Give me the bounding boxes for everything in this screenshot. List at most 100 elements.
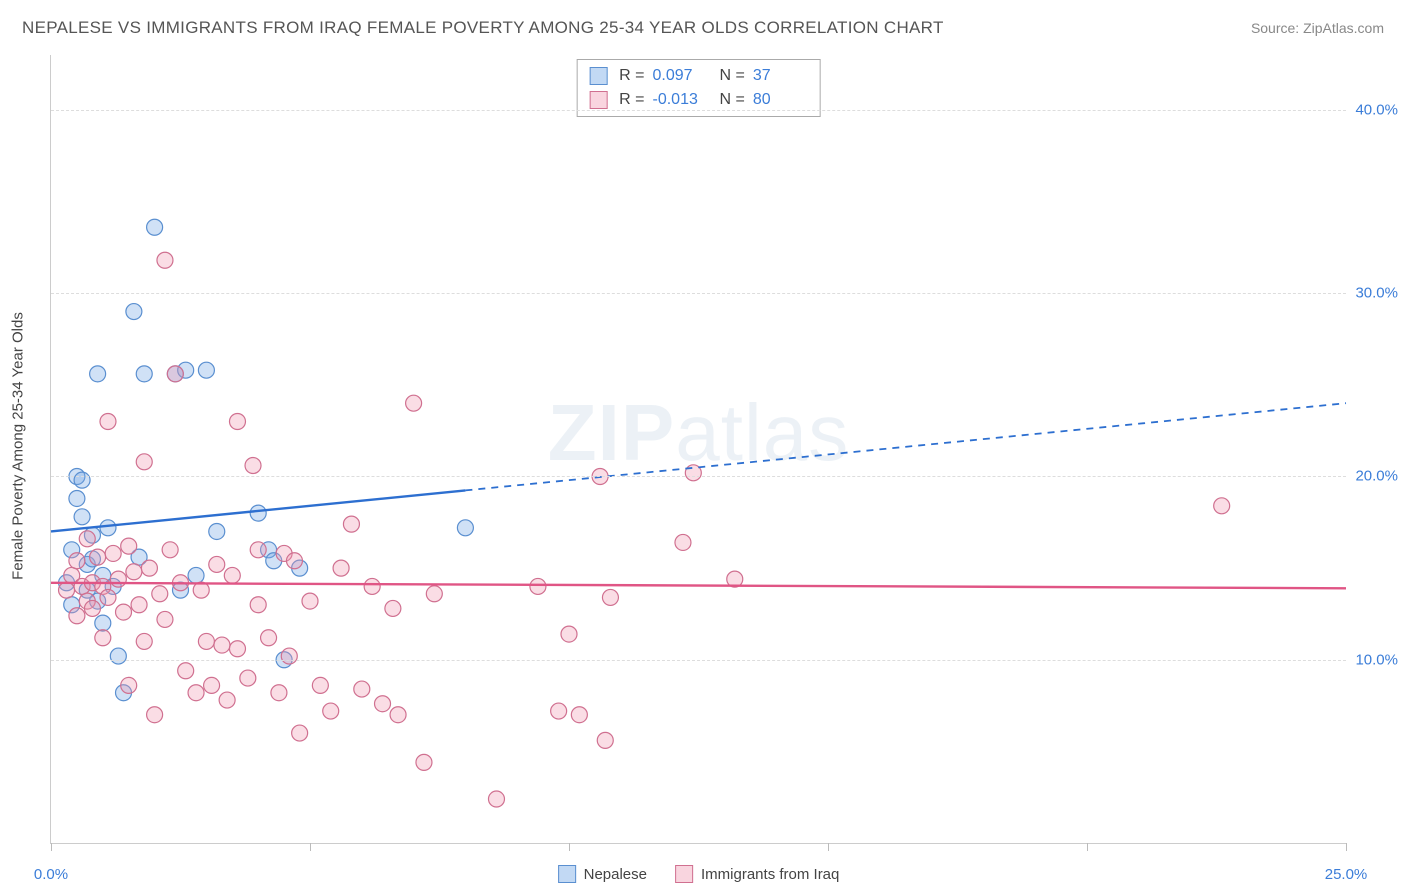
scatter-point	[286, 553, 302, 569]
legend-label-2: Immigrants from Iraq	[701, 866, 839, 883]
n-label-2: N =	[720, 88, 745, 112]
gridline-h	[51, 660, 1346, 661]
scatter-point	[188, 685, 204, 701]
scatter-point	[530, 578, 546, 594]
scatter-point	[59, 582, 75, 598]
scatter-point	[147, 707, 163, 723]
n-value-1: 37	[753, 64, 808, 88]
scatter-point	[209, 523, 225, 539]
chart-svg	[51, 55, 1346, 843]
scatter-point	[116, 604, 132, 620]
scatter-point	[602, 589, 618, 605]
gridline-h	[51, 476, 1346, 477]
scatter-point	[188, 567, 204, 583]
scatter-point	[675, 534, 691, 550]
swatch-pink-icon	[589, 91, 607, 109]
scatter-point	[245, 457, 261, 473]
scatter-point	[229, 414, 245, 430]
scatter-point	[229, 641, 245, 657]
trend-line-solid	[51, 490, 465, 531]
n-value-2: 80	[753, 88, 808, 112]
x-tick	[51, 843, 52, 851]
scatter-point	[597, 732, 613, 748]
scatter-point	[110, 571, 126, 587]
chart-title: NEPALESE VS IMMIGRANTS FROM IRAQ FEMALE …	[22, 18, 944, 38]
scatter-point	[79, 531, 95, 547]
scatter-point	[323, 703, 339, 719]
y-tick-label: 30.0%	[1355, 285, 1398, 302]
y-tick-label: 10.0%	[1355, 651, 1398, 668]
trend-line-solid	[51, 583, 1346, 588]
scatter-point	[131, 597, 147, 613]
scatter-point	[95, 630, 111, 646]
scatter-point	[95, 615, 111, 631]
scatter-point	[292, 725, 308, 741]
scatter-point	[214, 637, 230, 653]
swatch-blue-icon	[589, 67, 607, 85]
r-value-1: 0.097	[653, 64, 708, 88]
gridline-h	[51, 293, 1346, 294]
scatter-point	[416, 754, 432, 770]
stats-row-2: R = -0.013 N = 80	[589, 88, 808, 112]
scatter-point	[250, 505, 266, 521]
stats-row-1: R = 0.097 N = 37	[589, 64, 808, 88]
legend-item-2: Immigrants from Iraq	[675, 865, 839, 883]
r-value-2: -0.013	[653, 88, 708, 112]
scatter-point	[219, 692, 235, 708]
scatter-point	[90, 549, 106, 565]
scatter-point	[390, 707, 406, 723]
scatter-point	[147, 219, 163, 235]
scatter-point	[126, 564, 142, 580]
scatter-point	[121, 538, 137, 554]
y-tick-label: 40.0%	[1355, 101, 1398, 118]
x-tick	[1087, 843, 1088, 851]
scatter-point	[84, 600, 100, 616]
scatter-point	[100, 520, 116, 536]
scatter-point	[271, 685, 287, 701]
scatter-point	[261, 630, 277, 646]
stats-box: R = 0.097 N = 37 R = -0.013 N = 80	[576, 59, 821, 117]
scatter-point	[157, 611, 173, 627]
scatter-point	[136, 366, 152, 382]
scatter-point	[488, 791, 504, 807]
scatter-point	[69, 553, 85, 569]
scatter-point	[250, 597, 266, 613]
scatter-point	[136, 454, 152, 470]
scatter-point	[198, 362, 214, 378]
source-label: Source: ZipAtlas.com	[1251, 20, 1384, 36]
x-tick	[569, 843, 570, 851]
scatter-point	[157, 252, 173, 268]
scatter-point	[100, 414, 116, 430]
scatter-point	[198, 633, 214, 649]
scatter-point	[162, 542, 178, 558]
scatter-point	[250, 542, 266, 558]
scatter-point	[354, 681, 370, 697]
scatter-point	[385, 600, 401, 616]
scatter-point	[302, 593, 318, 609]
scatter-point	[69, 608, 85, 624]
scatter-point	[121, 677, 137, 693]
scatter-point	[457, 520, 473, 536]
bottom-legend: Nepalese Immigrants from Iraq	[558, 865, 840, 883]
scatter-point	[224, 567, 240, 583]
scatter-point	[240, 670, 256, 686]
scatter-point	[333, 560, 349, 576]
scatter-point	[571, 707, 587, 723]
scatter-point	[141, 560, 157, 576]
x-tick	[310, 843, 311, 851]
r-label: R =	[619, 64, 644, 88]
gridline-h	[51, 110, 1346, 111]
scatter-point	[551, 703, 567, 719]
scatter-point	[204, 677, 220, 693]
y-tick-label: 20.0%	[1355, 468, 1398, 485]
x-tick-label: 0.0%	[34, 866, 68, 883]
scatter-point	[209, 556, 225, 572]
scatter-point	[105, 545, 121, 561]
scatter-point	[167, 366, 183, 382]
legend-item-1: Nepalese	[558, 865, 647, 883]
r-label-2: R =	[619, 88, 644, 112]
swatch-pink-icon	[675, 865, 693, 883]
y-axis-label: Female Poverty Among 25-34 Year Olds	[10, 312, 27, 580]
scatter-point	[178, 663, 194, 679]
scatter-point	[1214, 498, 1230, 514]
